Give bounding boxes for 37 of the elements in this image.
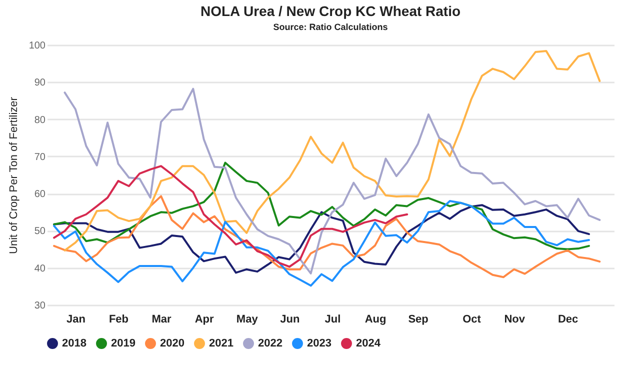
line-series xyxy=(53,195,601,278)
legend-label: 2024 xyxy=(356,338,382,350)
line-series xyxy=(53,162,590,250)
x-tick-label: Sep xyxy=(408,314,429,326)
x-tick-label: Aug xyxy=(364,314,386,326)
x-tick-label: Jan xyxy=(66,314,86,326)
x-tick-label: Jul xyxy=(324,314,341,326)
legend-label: 2020 xyxy=(160,338,184,350)
x-tick-label: Nov xyxy=(504,314,526,326)
y-tick-label: 40 xyxy=(34,263,46,274)
line-series xyxy=(64,50,601,252)
y-tick-label: 90 xyxy=(34,78,46,89)
y-tick-label: 30 xyxy=(34,300,46,312)
legend-label: 2022 xyxy=(258,338,282,350)
y-tick-label: 70 xyxy=(34,152,46,163)
y-tick-label: 60 xyxy=(34,189,46,200)
legend-label: 2019 xyxy=(111,338,136,350)
y-tick-label: 50 xyxy=(34,226,46,238)
line-series xyxy=(53,165,408,268)
x-tick-label: May xyxy=(236,314,259,326)
line-series xyxy=(53,204,590,274)
x-tick-label: Apr xyxy=(194,314,215,326)
chart-title: NOLA Urea / New Crop KC Wheat Ratio xyxy=(200,3,461,19)
x-tick-label: Dec xyxy=(558,314,578,326)
legend-label: 2018 xyxy=(62,338,86,350)
y-axis-title: Unit of Crop Per Ton of Fertilizer xyxy=(8,96,20,254)
line-series xyxy=(64,88,601,274)
chart-subtitle: Source: Ratio Calculations xyxy=(273,22,388,32)
y-tick-label: 80 xyxy=(34,114,46,126)
x-tick-label: Mar xyxy=(152,314,172,326)
x-tick-label: Jun xyxy=(280,314,300,326)
legend-label: 2021 xyxy=(209,338,234,350)
x-tick-label: Oct xyxy=(462,314,482,326)
legend-label: 2023 xyxy=(307,338,332,350)
line-series xyxy=(53,200,590,287)
x-tick-label: Feb xyxy=(108,314,129,326)
y-tick-label: 100 xyxy=(28,40,46,52)
